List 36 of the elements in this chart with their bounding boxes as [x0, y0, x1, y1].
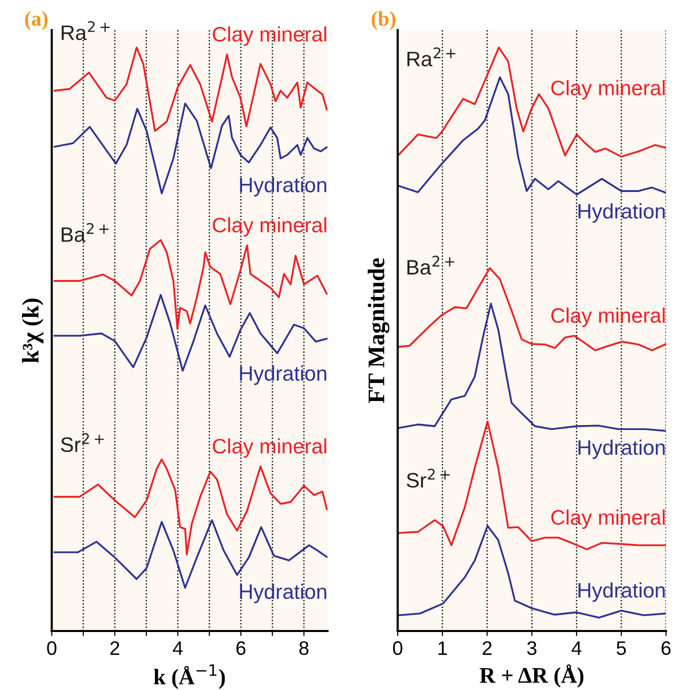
x-tick-label: 6: [662, 641, 671, 656]
x-tick-label: 4: [172, 641, 183, 655]
chart-title: (a): [25, 11, 48, 30]
x-tick-label: 3: [527, 641, 536, 656]
y-axis-title: FT Magnitude: [368, 258, 390, 404]
x-tick-label: 4: [572, 641, 582, 655]
series-label: Clay mineral: [551, 509, 665, 529]
annotation: Ba$^{2+}$: [62, 223, 109, 242]
y-axis-title: k³χ (k): [22, 298, 44, 363]
annotation: Ra$^{2+}$: [407, 47, 456, 66]
series-label: Hydration: [240, 177, 326, 196]
series-label: Clay mineral: [212, 26, 326, 46]
series-label: Clay mineral: [212, 438, 326, 458]
annotation: Ba$^{2+}$: [407, 256, 454, 275]
annotation: Sr$^{2+}$: [406, 468, 450, 488]
series-label: Clay mineral: [551, 80, 665, 100]
series-label: Hydration: [578, 203, 665, 223]
x-tick-label: 2: [110, 641, 120, 655]
x-tick-label: 0: [47, 641, 56, 656]
x-tick-label: 8: [299, 641, 308, 656]
x-axis-title: R + ΔR (Å): [480, 664, 584, 688]
x-tick-label: 6: [236, 641, 246, 656]
x-tick-label: 2: [482, 641, 492, 655]
annotation: Sr$^{2+}$: [60, 433, 104, 452]
series-label: Hydration: [578, 582, 665, 602]
series-label: Clay mineral: [212, 217, 326, 237]
series-label: Clay mineral: [551, 308, 665, 328]
text: Ra$^{2+}$: [62, 21, 110, 40]
series-label: Hydration: [240, 366, 326, 385]
x-tick-label: 5: [616, 641, 626, 656]
x-tick-label: 0: [393, 641, 402, 656]
series-label: Hydration: [240, 584, 326, 604]
x-axis-title: k (Å$^{−1}$): [154, 664, 225, 689]
chart-title: (b): [372, 11, 396, 30]
series-label: Hydration: [578, 440, 665, 460]
x-tick-label: 1: [438, 641, 447, 655]
